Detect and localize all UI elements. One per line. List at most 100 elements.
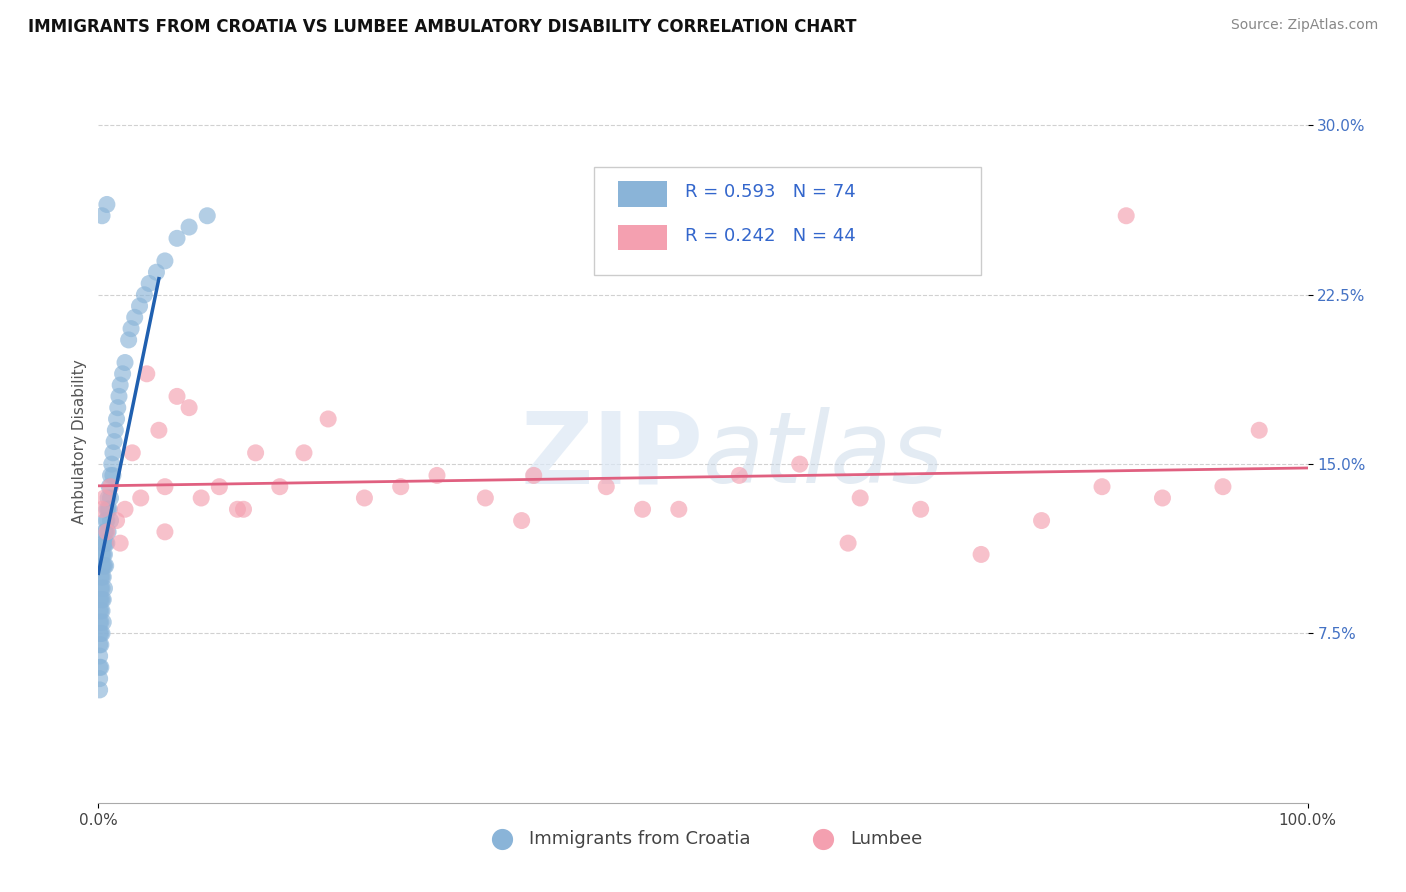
Point	[148, 423, 170, 437]
Point	[91, 570, 114, 584]
Point	[108, 378, 131, 392]
Point	[90, 582, 112, 596]
Point	[226, 502, 249, 516]
Point	[91, 582, 114, 596]
Point	[114, 502, 136, 516]
Point	[89, 682, 111, 697]
Point	[166, 389, 188, 403]
Point	[90, 626, 112, 640]
Point	[108, 536, 131, 550]
Point	[129, 491, 152, 505]
Point	[179, 220, 201, 235]
Legend: Immigrants from Croatia, Lumbee: Immigrants from Croatia, Lumbee	[477, 822, 929, 855]
Point	[91, 548, 114, 562]
Point	[103, 434, 125, 449]
Point	[970, 548, 993, 562]
Point	[91, 558, 114, 573]
Point	[89, 592, 111, 607]
Point	[1031, 514, 1053, 528]
Point	[90, 592, 112, 607]
Point	[910, 502, 932, 516]
Point	[94, 536, 117, 550]
Point	[91, 536, 114, 550]
Point	[97, 502, 120, 516]
Point	[153, 524, 176, 539]
Point	[91, 592, 114, 607]
Point	[292, 446, 315, 460]
Point	[166, 231, 188, 245]
Point	[91, 592, 114, 607]
Point	[100, 468, 122, 483]
Point	[91, 548, 114, 562]
Point	[1115, 209, 1137, 223]
Point	[105, 412, 128, 426]
Text: R = 0.242   N = 44: R = 0.242 N = 44	[685, 227, 856, 244]
Point	[93, 582, 115, 596]
Point	[837, 536, 859, 550]
Point	[90, 570, 112, 584]
Point	[97, 524, 120, 539]
Point	[510, 514, 533, 528]
Point	[91, 558, 114, 573]
Text: atlas: atlas	[703, 408, 945, 505]
Point	[353, 491, 375, 505]
Point	[245, 446, 267, 460]
Point	[89, 626, 111, 640]
Point	[107, 401, 129, 415]
Point	[124, 310, 146, 325]
Point	[1212, 480, 1234, 494]
Point	[153, 253, 176, 268]
Text: R = 0.593   N = 74: R = 0.593 N = 74	[685, 183, 856, 202]
Point	[91, 615, 114, 630]
Point	[91, 604, 114, 618]
Point	[91, 502, 114, 516]
Point	[101, 446, 124, 460]
Point	[108, 389, 131, 403]
Point	[1152, 491, 1174, 505]
Point	[195, 209, 218, 223]
Point	[100, 514, 122, 528]
Point	[89, 638, 111, 652]
FancyBboxPatch shape	[595, 167, 981, 276]
Point	[789, 457, 811, 471]
Point	[100, 491, 122, 505]
Point	[94, 514, 117, 528]
Point	[91, 209, 114, 223]
Point	[90, 638, 112, 652]
Point	[89, 648, 111, 663]
Point	[1091, 480, 1114, 494]
Point	[389, 480, 412, 494]
Point	[93, 558, 115, 573]
Point	[98, 480, 121, 494]
Point	[153, 480, 176, 494]
Point	[114, 355, 136, 369]
Point	[111, 367, 134, 381]
Point	[145, 265, 167, 279]
Text: Source: ZipAtlas.com: Source: ZipAtlas.com	[1230, 18, 1378, 32]
Point	[523, 468, 546, 483]
Point	[1249, 423, 1271, 437]
Point	[90, 660, 112, 674]
Point	[426, 468, 449, 483]
Point	[90, 604, 112, 618]
Point	[631, 502, 654, 516]
Point	[668, 502, 690, 516]
Point	[100, 457, 122, 471]
Y-axis label: Ambulatory Disability: Ambulatory Disability	[72, 359, 87, 524]
Point	[849, 491, 872, 505]
Point	[104, 423, 127, 437]
Text: ZIP: ZIP	[520, 408, 703, 505]
Point	[96, 197, 118, 211]
Point	[316, 412, 339, 426]
Point	[190, 491, 212, 505]
Point	[89, 672, 111, 686]
Point	[93, 524, 115, 539]
Point	[90, 615, 112, 630]
Point	[100, 480, 122, 494]
Point	[97, 491, 120, 505]
Point	[93, 536, 115, 550]
Point	[91, 570, 114, 584]
Point	[134, 287, 156, 301]
Bar	[619, 181, 666, 207]
Point	[120, 321, 142, 335]
